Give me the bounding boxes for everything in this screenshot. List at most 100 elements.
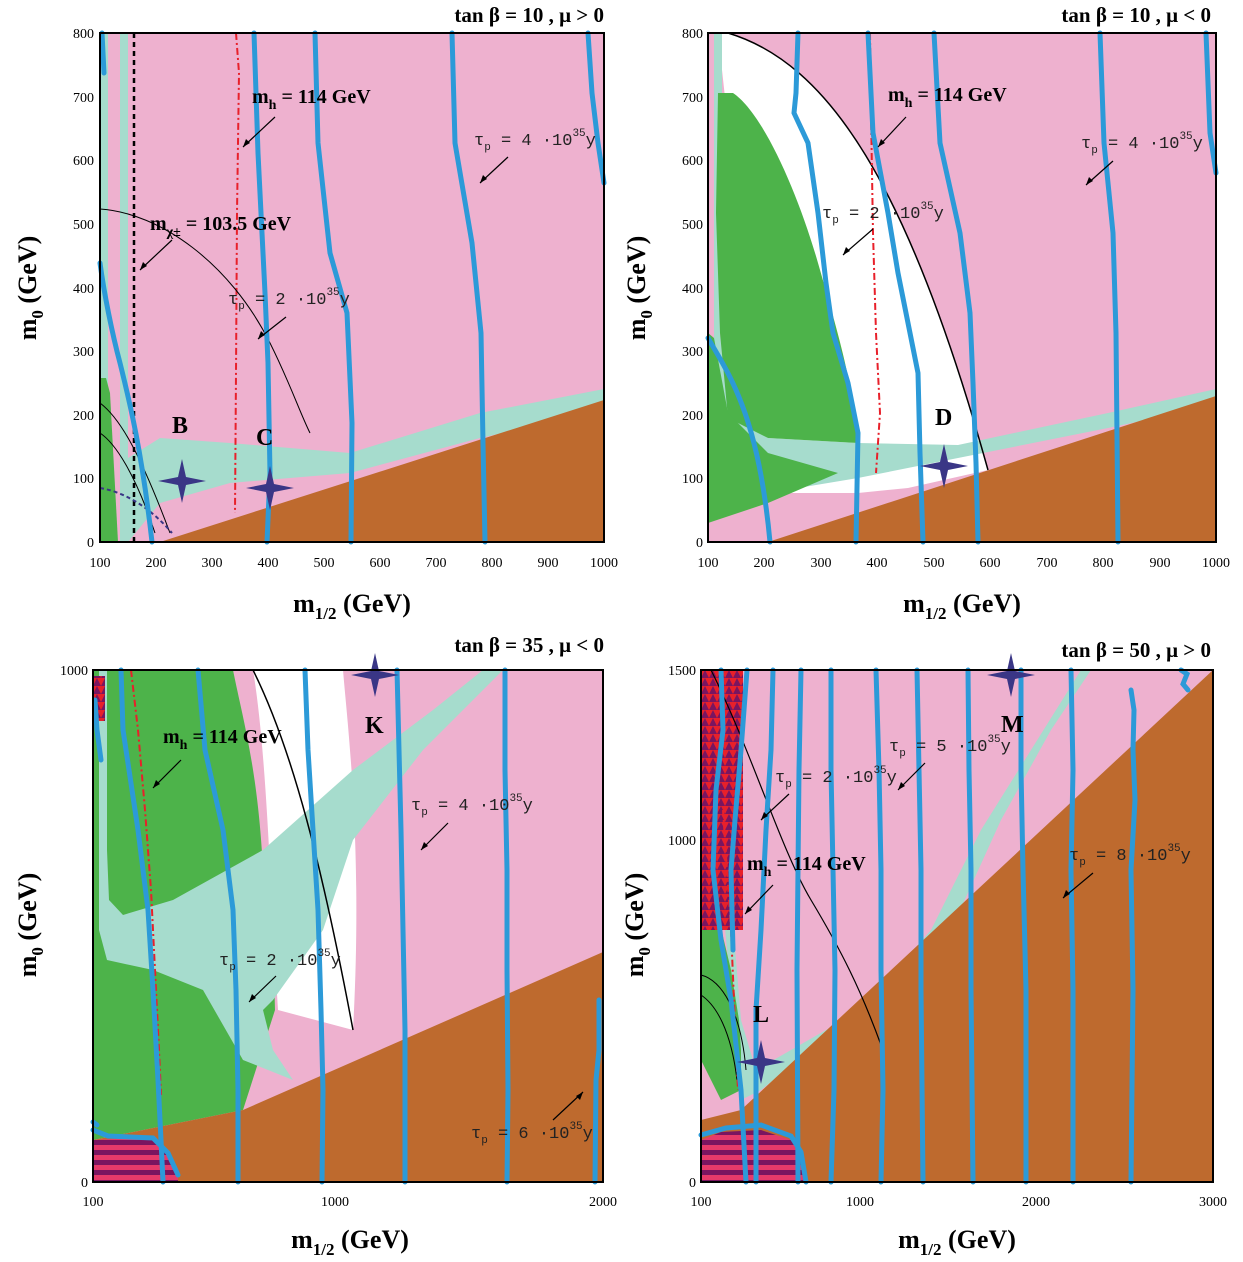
svg-text:800: 800 bbox=[1093, 556, 1114, 571]
higgs-line bbox=[722, 809, 739, 1091]
svg-text:100: 100 bbox=[90, 556, 111, 571]
svg-text:0: 0 bbox=[81, 1176, 88, 1191]
svg-text:400: 400 bbox=[867, 556, 888, 571]
panel-title: tan β = 10 , μ < 0 bbox=[1061, 3, 1211, 27]
proton-decay-contours bbox=[90, 667, 602, 1185]
navy-dashed-line bbox=[99, 487, 173, 534]
svg-text:900: 900 bbox=[538, 556, 559, 571]
svg-text:0: 0 bbox=[87, 536, 94, 551]
svg-text:1000: 1000 bbox=[590, 556, 618, 571]
pointer-arrow-head bbox=[898, 782, 905, 790]
green-region bbox=[708, 333, 838, 523]
higgs-annotation: mh = 114 GeV bbox=[252, 86, 371, 113]
benchmark-star bbox=[737, 1040, 785, 1084]
plot-area: L M mh = 114 GeV τp = 2 ·1035y τp = 5 ·1… bbox=[698, 653, 1214, 1185]
pointer-arrow-head bbox=[576, 1092, 583, 1100]
benchmark-label: M bbox=[1001, 712, 1024, 738]
pointer-arrow-head bbox=[249, 994, 256, 1002]
pointer-arrow-head bbox=[243, 139, 250, 147]
pointer-arrow-head bbox=[878, 139, 885, 147]
svg-text:300: 300 bbox=[202, 556, 223, 571]
black-contour bbox=[727, 32, 989, 471]
tau-annotation: τp = 5 ·1035y bbox=[889, 734, 1011, 760]
svg-text:500: 500 bbox=[73, 218, 94, 233]
plot-frame bbox=[99, 32, 605, 543]
benchmark-label: K bbox=[365, 713, 384, 739]
x-ticks: 100 200 300 400 500 600 700 800 900 1000 bbox=[90, 556, 619, 571]
green-region bbox=[716, 93, 858, 443]
svg-text:1000: 1000 bbox=[321, 1195, 349, 1210]
svg-text:300: 300 bbox=[73, 345, 94, 360]
pointer-arrow-head bbox=[761, 812, 768, 820]
benchmark-star bbox=[351, 653, 399, 697]
y-ticks: 0 1000 bbox=[60, 664, 88, 1191]
pointer-arrow-head bbox=[421, 842, 428, 850]
svg-text:100: 100 bbox=[83, 1195, 104, 1210]
svg-text:2000: 2000 bbox=[1022, 1195, 1050, 1210]
svg-text:500: 500 bbox=[314, 556, 335, 571]
higgs-line bbox=[234, 32, 241, 514]
svg-text:3000: 3000 bbox=[1199, 1195, 1227, 1210]
svg-text:200: 200 bbox=[146, 556, 167, 571]
plot-area: D mh = 114 GeV τp = 2 ·1035y τp = 4 ·103… bbox=[705, 30, 1219, 545]
svg-text:1000: 1000 bbox=[1202, 556, 1230, 571]
brown-excluded-region bbox=[768, 396, 1216, 542]
turquoise-band bbox=[100, 33, 604, 542]
y-ticks: 0 100 200 300 400 500 600 700 800 bbox=[682, 27, 703, 551]
higgs-line bbox=[130, 669, 162, 1096]
svg-text:700: 700 bbox=[73, 91, 94, 106]
black-contour bbox=[99, 208, 311, 434]
tau-annotation: τp = 2 ·1035y bbox=[219, 948, 341, 974]
svg-text:500: 500 bbox=[924, 556, 945, 571]
plot-frame bbox=[707, 32, 1217, 543]
tau-annotation: τp = 8 ·1035y bbox=[1069, 843, 1191, 869]
pointer-arrow-head bbox=[480, 175, 487, 183]
svg-text:0: 0 bbox=[689, 1176, 696, 1191]
chargino-annotation: mχ± = 103.5 GeV bbox=[150, 213, 292, 240]
svg-text:600: 600 bbox=[682, 154, 703, 169]
purple-hatched-region bbox=[93, 1138, 178, 1182]
svg-text:100: 100 bbox=[698, 556, 719, 571]
svg-text:200: 200 bbox=[754, 556, 775, 571]
x-axis-label: m1/2 (GeV) bbox=[293, 589, 411, 623]
pointer-arrow-head bbox=[153, 780, 160, 788]
svg-text:700: 700 bbox=[1037, 556, 1058, 571]
tau-annotation: τp = 2 ·1035y bbox=[822, 201, 944, 227]
svg-text:400: 400 bbox=[682, 282, 703, 297]
panel-title: tan β = 50 , μ > 0 bbox=[1061, 638, 1211, 662]
black-contour-small bbox=[700, 994, 738, 1081]
benchmark-label: B bbox=[172, 413, 188, 439]
svg-text:200: 200 bbox=[682, 409, 703, 424]
benchmark-star bbox=[987, 653, 1035, 697]
pointer-arrow-head bbox=[843, 247, 850, 255]
benchmark-label: D bbox=[935, 405, 952, 431]
plot-area: B C mh = 114 GeV mχ± = 103.5 GeV τp = 2 … bbox=[97, 30, 607, 545]
svg-text:700: 700 bbox=[426, 556, 447, 571]
benchmark-star bbox=[158, 459, 206, 503]
svg-text:1000: 1000 bbox=[846, 1195, 874, 1210]
svg-text:800: 800 bbox=[682, 27, 703, 42]
tau-annotation: τp = 4 ·1035y bbox=[474, 128, 596, 154]
svg-text:800: 800 bbox=[73, 27, 94, 42]
pointer-arrow-head bbox=[1063, 890, 1070, 898]
svg-text:1500: 1500 bbox=[668, 664, 696, 679]
proton-decay-contours bbox=[698, 667, 1191, 1185]
pointer-arrow-head bbox=[1086, 177, 1093, 185]
svg-text:2000: 2000 bbox=[589, 1195, 617, 1210]
y-axis-label: m0 (GeV) bbox=[13, 236, 47, 341]
benchmark-star bbox=[246, 466, 294, 510]
panel-3: tan β = 35 , μ < 0 K mh = 114 GeV τp = bbox=[13, 633, 617, 1259]
svg-text:700: 700 bbox=[682, 91, 703, 106]
svg-text:400: 400 bbox=[258, 556, 279, 571]
tau-annotation: τp = 2 ·1035y bbox=[775, 765, 897, 791]
panel-4: tan β = 50 , μ > 0 bbox=[621, 638, 1227, 1259]
panel-title: tan β = 10 , μ > 0 bbox=[454, 3, 604, 27]
svg-text:100: 100 bbox=[73, 472, 94, 487]
brown-excluded-region bbox=[701, 670, 1213, 1182]
black-contour bbox=[252, 669, 354, 1031]
pointer-arrow-head bbox=[258, 331, 265, 339]
svg-text:400: 400 bbox=[73, 282, 94, 297]
plot-frame bbox=[700, 669, 1214, 1183]
panel-2: tan β = 10 , μ < 0 D mh = 114 GeV τp = 2… bbox=[622, 3, 1230, 623]
svg-text:300: 300 bbox=[811, 556, 832, 571]
